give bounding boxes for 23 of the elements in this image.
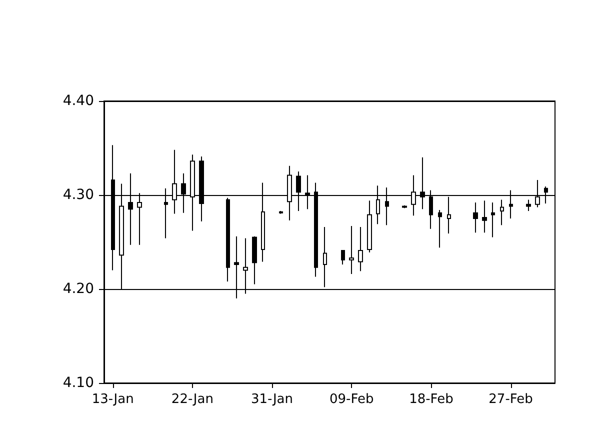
y-tick-label: 4.20: [62, 281, 94, 297]
candlestick: [491, 202, 495, 238]
candlestick: [358, 226, 363, 272]
candlestick: [473, 202, 478, 234]
x-tick-label: 09-Feb: [329, 392, 374, 407]
candlestick: [252, 236, 257, 285]
candlestick: [279, 210, 283, 214]
x-tick-label: 18-Feb: [409, 392, 454, 407]
y-tick-label: 4.40: [62, 93, 94, 109]
candlestick: [341, 250, 345, 266]
candlestick: [367, 200, 372, 253]
x-tick-label: 31-Jan: [251, 392, 294, 407]
candlestick: [482, 200, 487, 234]
candlestick: [438, 210, 442, 248]
candlestick: [349, 226, 354, 274]
candlestick: [226, 197, 230, 282]
x-tick-label: 27-Feb: [488, 392, 533, 407]
y-tick-label: 4.10: [62, 375, 94, 391]
candlestick: [323, 226, 327, 288]
x-tick-label: 13-Jan: [92, 392, 134, 407]
x-tick-label: 22-Jan: [171, 392, 214, 407]
y-tick-label: 4.30: [62, 187, 94, 203]
candlestick: [500, 199, 504, 226]
